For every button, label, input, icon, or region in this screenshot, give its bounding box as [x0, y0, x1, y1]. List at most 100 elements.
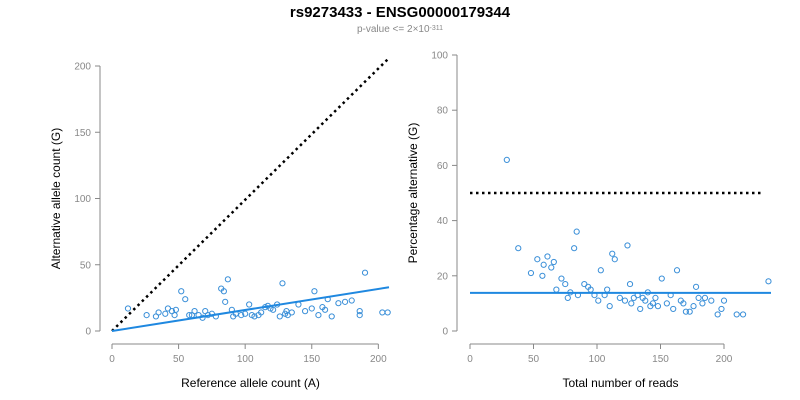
right-data-point [649, 300, 656, 307]
right-data-point [534, 256, 541, 263]
right-y-tick-label: 100 [431, 51, 448, 62]
right-data-point [637, 305, 644, 313]
right-data-point [714, 311, 721, 318]
left-data-point [186, 312, 193, 319]
right-x-tick-label: 200 [716, 354, 733, 365]
right-data-point [540, 261, 547, 268]
right-y-tick-label: 20 [437, 271, 449, 282]
right-data-point [680, 300, 687, 307]
right-data-point [628, 300, 635, 307]
left-y-tick-label: 200 [74, 62, 91, 73]
right-data-point [652, 294, 659, 301]
left-x-tick-label: 100 [237, 354, 254, 365]
right-data-point [692, 283, 700, 290]
right-data-point [503, 156, 510, 163]
right-data-point [673, 267, 681, 274]
left-data-point [308, 305, 315, 312]
left-y-tick-label: 50 [80, 260, 92, 271]
right-data-point [597, 267, 604, 274]
right-data-point [571, 245, 578, 252]
left-x-tick-label: 150 [303, 354, 320, 365]
right-x-tick-label: 0 [467, 354, 473, 365]
left-fit-line [111, 286, 390, 332]
left-data-point [124, 305, 132, 312]
right-x-tick-label: 50 [528, 354, 540, 365]
left-data-point [258, 309, 265, 316]
left-data-point [288, 309, 295, 316]
left-data-point [238, 312, 245, 319]
right-data-point [626, 280, 634, 288]
right-data-point [611, 256, 618, 263]
right-x-tick-label: 100 [589, 354, 606, 365]
left-data-point [356, 312, 363, 319]
right-data-point [550, 258, 557, 266]
left-data-point [171, 312, 178, 319]
chart-title: rs9273433 - ENSG00000179344 [289, 4, 511, 21]
right-data-point [682, 308, 690, 315]
left-data-point [222, 298, 229, 305]
left-y-tick-label: 0 [85, 327, 91, 338]
left-data-point [276, 313, 283, 320]
right-data-point [606, 303, 613, 310]
right-data-point [553, 286, 560, 293]
right-data-point [739, 311, 747, 318]
left-data-point [178, 288, 185, 295]
right-y-tick-label: 40 [437, 216, 449, 227]
left-x-tick-label: 0 [109, 354, 115, 365]
left-y-tick-label: 100 [74, 194, 91, 205]
right-data-point [604, 286, 611, 293]
left-data-point [311, 288, 318, 295]
left-data-point [251, 313, 258, 320]
left-data-point [242, 310, 249, 317]
right-x-tick-label: 150 [652, 354, 669, 365]
right-data-point [663, 300, 670, 307]
right-data-point [658, 275, 665, 282]
right-data-point [718, 305, 725, 313]
right-x-axis-title: Total number of reads [562, 376, 678, 390]
right-data-point [621, 297, 629, 304]
left-x-tick-label: 50 [173, 354, 185, 365]
right-data-point [701, 294, 709, 301]
right-data-point [562, 280, 569, 288]
chart-subtitle: p-value <= 2×10-311 [0, 24, 800, 35]
left-y-axis-title: Alternative allele count (G) [49, 128, 63, 269]
left-x-tick-label: 200 [370, 354, 387, 365]
left-data-point [335, 300, 342, 307]
left-data-point [224, 276, 231, 283]
right-data-point [720, 297, 728, 304]
right-data-point [708, 297, 715, 304]
right-data-point [690, 303, 697, 310]
left-data-point [384, 309, 391, 316]
left-data-point [279, 280, 286, 287]
left-dotted-reference-line [111, 57, 390, 332]
right-y-tick-label: 60 [437, 161, 449, 172]
right-y-tick-label: 0 [442, 327, 448, 338]
left-data-point [162, 310, 169, 317]
left-data-point [341, 298, 349, 305]
right-data-point [564, 294, 571, 301]
left-data-point [143, 312, 150, 319]
right-data-point [686, 308, 693, 315]
left-y-tick-label: 150 [74, 128, 91, 139]
right-data-point [539, 272, 546, 279]
left-data-point [356, 308, 363, 315]
right-data-point [695, 294, 702, 301]
right-data-point [595, 297, 602, 304]
right-data-point [642, 297, 649, 304]
right-data-point [733, 311, 740, 318]
right-data-point [515, 245, 522, 252]
right-data-point [548, 264, 555, 271]
left-data-point [270, 306, 277, 313]
right-data-point [558, 275, 565, 282]
left-data-point [220, 288, 227, 295]
right-data-point [616, 294, 623, 301]
left-data-point [191, 308, 198, 315]
left-data-point [246, 301, 253, 308]
right-data-point [624, 242, 631, 249]
left-data-point [361, 269, 369, 276]
subtitle-prefix: p-value <= 2 [356, 24, 413, 35]
right-data-point [670, 305, 677, 313]
left-data-point [321, 306, 329, 313]
left-x-axis-title: Reference allele count (A) [181, 376, 320, 390]
